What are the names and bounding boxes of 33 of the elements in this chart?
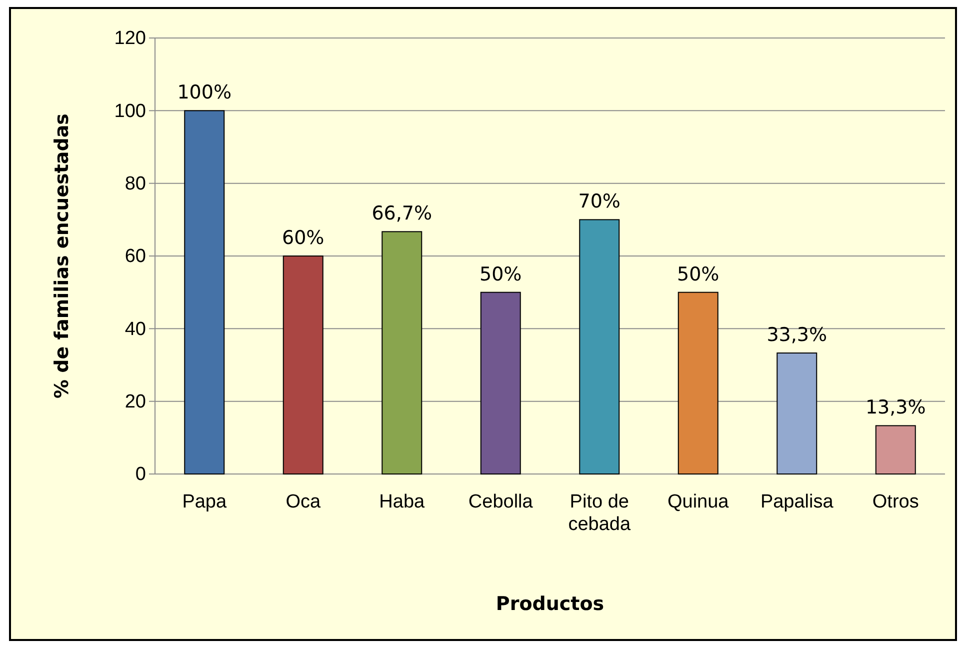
bar <box>579 219 620 474</box>
data-label: 60% <box>282 227 324 249</box>
y-tick-label: 40 <box>124 318 146 340</box>
y-tick-label: 100 <box>114 100 146 122</box>
bar <box>875 425 916 474</box>
data-label: 66,7% <box>372 202 432 225</box>
data-label: 70% <box>578 190 620 213</box>
y-axis-title: % de familias encuestadas <box>51 114 73 398</box>
data-label: 13,3% <box>865 396 926 419</box>
data-label: 100% <box>177 82 232 104</box>
y-tick-label: 0 <box>135 464 146 486</box>
x-axis-title: Productos <box>496 593 604 615</box>
y-tick-label: 60 <box>124 246 146 268</box>
x-tick-label: Oca <box>286 491 321 512</box>
y-tick-label: 20 <box>124 391 146 412</box>
x-tick-label: Pito de cebada <box>568 491 631 536</box>
x-tick-label: Cebolla <box>468 491 534 512</box>
bar <box>480 292 521 474</box>
y-tick-label: 80 <box>124 173 146 194</box>
bar <box>776 352 818 474</box>
bar <box>382 231 422 474</box>
x-tick-label: Quinua <box>667 491 730 512</box>
data-label: 50% <box>677 263 720 286</box>
bar <box>678 292 718 474</box>
data-label: 50% <box>480 263 522 286</box>
bar <box>282 256 324 474</box>
x-tick-label: Papa <box>182 491 227 512</box>
data-label: 33,3% <box>766 324 828 346</box>
x-tick-label: Otros <box>872 491 919 512</box>
y-tick-label: 120 <box>114 28 146 50</box>
bar <box>184 110 225 474</box>
x-tick-label: Haba <box>379 491 426 512</box>
x-tick-label: Papalisa <box>760 491 834 512</box>
